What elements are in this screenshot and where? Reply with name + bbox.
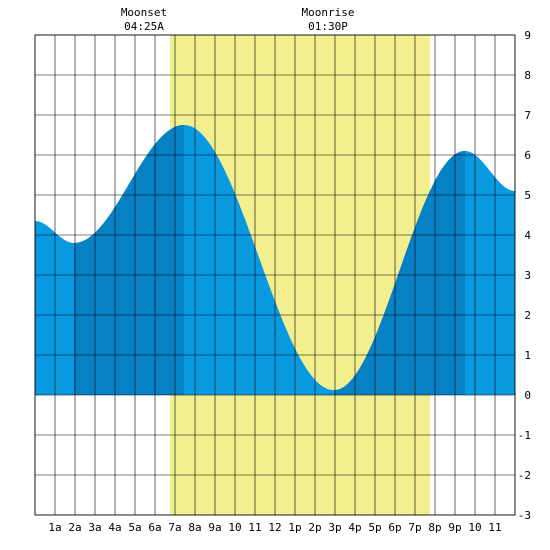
x-tick-label: 10: [468, 521, 481, 534]
x-tick-label: 6a: [148, 521, 161, 534]
x-tick-label: 2p: [308, 521, 321, 534]
x-tick-label: 3a: [88, 521, 101, 534]
y-tick-label: 7: [524, 109, 531, 122]
y-tick-label: 4: [524, 229, 531, 242]
y-tick-label: -3: [518, 509, 531, 522]
y-tick-label: 9: [524, 29, 531, 42]
x-tick-label: 8p: [428, 521, 441, 534]
x-tick-label: 12: [268, 521, 281, 534]
x-tick-label: 5a: [128, 521, 141, 534]
y-tick-label: 3: [524, 269, 531, 282]
moonrise-time: 01:30P: [308, 20, 348, 33]
x-tick-label: 1a: [48, 521, 61, 534]
x-tick-label: 5p: [368, 521, 381, 534]
x-tick-label: 9p: [448, 521, 461, 534]
x-tick-label: 10: [228, 521, 241, 534]
x-tick-label: 9a: [208, 521, 221, 534]
x-tick-label: 4a: [108, 521, 121, 534]
y-tick-label: 5: [524, 189, 531, 202]
y-tick-label: -2: [518, 469, 531, 482]
y-tick-label: -1: [518, 429, 531, 442]
x-tick-label: 11: [248, 521, 261, 534]
x-tick-label: 4p: [348, 521, 361, 534]
moonset-time: 04:25A: [124, 20, 164, 33]
tide-area-shaded-evening: [334, 151, 465, 395]
y-tick-label: 8: [524, 69, 531, 82]
moonset-label: Moonset: [121, 6, 167, 19]
x-tick-label: 8a: [188, 521, 201, 534]
x-tick-label: 7p: [408, 521, 421, 534]
plot-border: [34, 34, 516, 516]
y-tick-label: 2: [524, 309, 531, 322]
tide-area-shaded-morning: [74, 125, 184, 395]
x-tick-label: 2a: [68, 521, 81, 534]
x-tick-label: 11: [488, 521, 501, 534]
x-tick-label: 1p: [288, 521, 301, 534]
y-tick-label: 6: [524, 149, 531, 162]
x-tick-label: 3p: [328, 521, 341, 534]
x-tick-label: 6p: [388, 521, 401, 534]
y-tick-label: 1: [524, 349, 531, 362]
x-tick-label: 7a: [168, 521, 181, 534]
y-tick-label: 0: [524, 389, 531, 402]
moonrise-label: Moonrise: [302, 6, 355, 19]
